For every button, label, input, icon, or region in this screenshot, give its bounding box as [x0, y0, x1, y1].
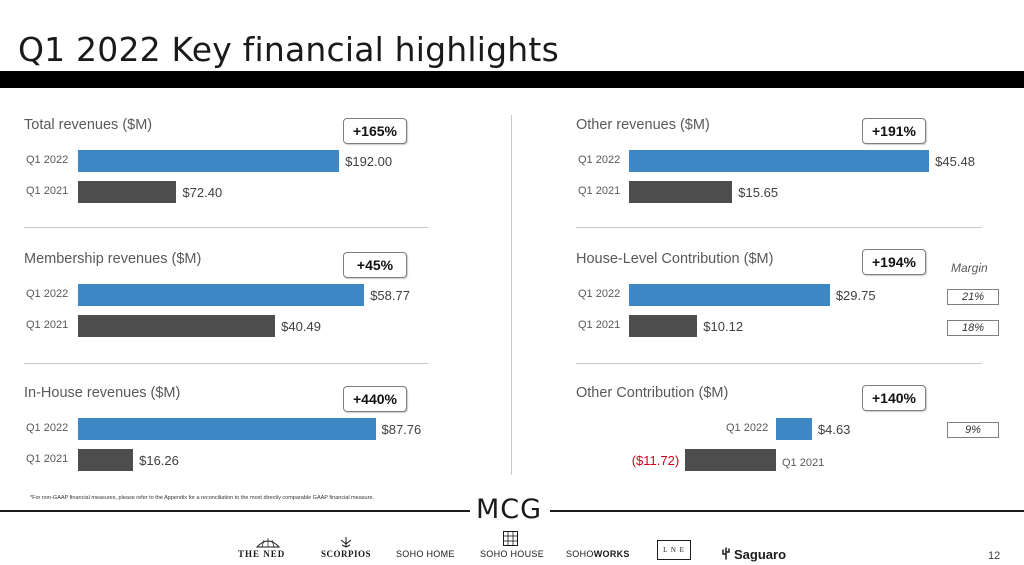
bar-value: $192.00	[345, 154, 393, 169]
row-label: Q1 2022	[26, 154, 69, 166]
growth-badge: +45%	[343, 252, 407, 278]
panel-title: Membership revenues ($M)	[24, 251, 202, 267]
panel-title: In-House revenues ($M)	[24, 385, 181, 401]
slide-title: Q1 2022 Key financial highlights	[18, 30, 559, 69]
bar-value: $16.26	[139, 453, 179, 468]
bar-q1-2021	[685, 449, 776, 471]
row-label: Q1 2022	[26, 422, 69, 434]
bar-value: $10.12	[703, 319, 744, 334]
margin-box: 21%	[947, 289, 999, 305]
row-label: Q1 2021	[26, 453, 69, 465]
row-label: Q1 2022	[26, 288, 69, 300]
margin-box: 9%	[947, 422, 999, 438]
divider	[24, 227, 428, 228]
row-label: Q1 2022	[578, 288, 621, 300]
brand-soho-works: SOHOWORKS	[566, 549, 630, 559]
mcg-logo: MCG	[476, 494, 543, 525]
bar-q1-2022	[78, 284, 365, 306]
panel-title: Other revenues ($M)	[576, 117, 710, 133]
bar-value: $87.76	[381, 422, 422, 437]
brand-soho-house: SOHO HOUSE	[480, 549, 545, 559]
row-label: Q1 2021	[578, 185, 621, 197]
growth-badge: +194%	[862, 249, 926, 275]
growth-badge: +191%	[862, 118, 926, 144]
brand-soho-works-soho: SOHO	[566, 549, 594, 559]
panel-in-house-revenues: In-House revenues ($M) +440% Q1 2022 $87…	[24, 385, 434, 505]
margin-header: Margin	[951, 261, 988, 275]
row-label: Q1 2021	[782, 457, 825, 469]
brand-lne-box: L N E	[657, 540, 691, 560]
divider	[576, 227, 982, 228]
divider	[24, 363, 428, 364]
growth-badge: +165%	[343, 118, 407, 144]
panel-total-revenues: Total revenues ($M) +165% Q1 2022 $192.0…	[24, 117, 434, 237]
row-label: Q1 2021	[26, 319, 69, 331]
bar-q1-2022	[78, 150, 340, 172]
bar-value: $58.77	[370, 288, 410, 303]
bar-value: $72.40	[182, 185, 223, 200]
growth-badge: +140%	[862, 385, 926, 411]
page-number: 12	[988, 550, 1001, 562]
footnote: *For non-GAAP financial measures, please…	[30, 495, 375, 501]
bar-value: $4.63	[817, 422, 851, 437]
panel-house-level-contribution: House-Level Contribution ($M) +194% Q1 2…	[576, 249, 986, 371]
row-label: Q1 2021	[578, 319, 621, 331]
panel-membership-revenues: Membership revenues ($M) +45% Q1 2022 $5…	[24, 251, 434, 371]
footer-rule-left	[0, 510, 470, 512]
scorpios-icon	[340, 537, 352, 548]
panel-title: House-Level Contribution ($M)	[576, 251, 774, 267]
panel-title: Total revenues ($M)	[24, 117, 153, 133]
footer-rule-right	[550, 510, 1024, 512]
bar-value: $45.48	[935, 154, 975, 169]
bar-q1-2022	[629, 150, 930, 172]
panel-other-revenues: Other revenues ($M) +191% Q1 2022 $45.48…	[576, 117, 986, 237]
brand-saguaro: Saguaro	[734, 547, 787, 562]
bar-q1-2021	[78, 449, 134, 471]
bar-q1-2021	[78, 315, 276, 337]
brand-lne: L N E	[663, 546, 685, 554]
row-label: Q1 2022	[726, 422, 769, 434]
row-label: Q1 2022	[578, 154, 621, 166]
bar-value: $15.65	[738, 185, 779, 200]
bar-value: $40.49	[281, 319, 321, 334]
brand-soho-works-works: WORKS	[593, 549, 630, 559]
bar-q1-2022	[629, 284, 830, 306]
row-label: Q1 2021	[26, 185, 69, 197]
soho-house-grid-icon	[503, 531, 518, 546]
saguaro-cactus-icon	[722, 547, 730, 560]
bar-q1-2022	[78, 418, 376, 440]
brand-scorpios: SCORPIOS	[321, 549, 372, 559]
column-divider	[511, 115, 512, 475]
brand-soho-home: SOHO HOME	[396, 549, 455, 559]
bar-value: $29.75	[835, 288, 876, 303]
bar-q1-2021	[629, 181, 733, 203]
brand-the-ned: THE NED	[238, 549, 286, 559]
title-bar	[0, 71, 1024, 88]
bar-q1-2021	[78, 181, 177, 203]
bar-q1-2022	[776, 418, 812, 440]
margin-box: 18%	[947, 320, 999, 336]
the-ned-dome-icon	[255, 538, 281, 548]
panel-other-contribution: Other Contribution ($M) +140% Q1 2022 $4…	[576, 385, 986, 505]
divider	[576, 363, 982, 364]
bar-q1-2021	[629, 315, 698, 337]
growth-badge: +440%	[343, 386, 407, 412]
panel-title: Other Contribution ($M)	[576, 385, 729, 401]
bar-value: ($11.72)	[631, 453, 680, 468]
